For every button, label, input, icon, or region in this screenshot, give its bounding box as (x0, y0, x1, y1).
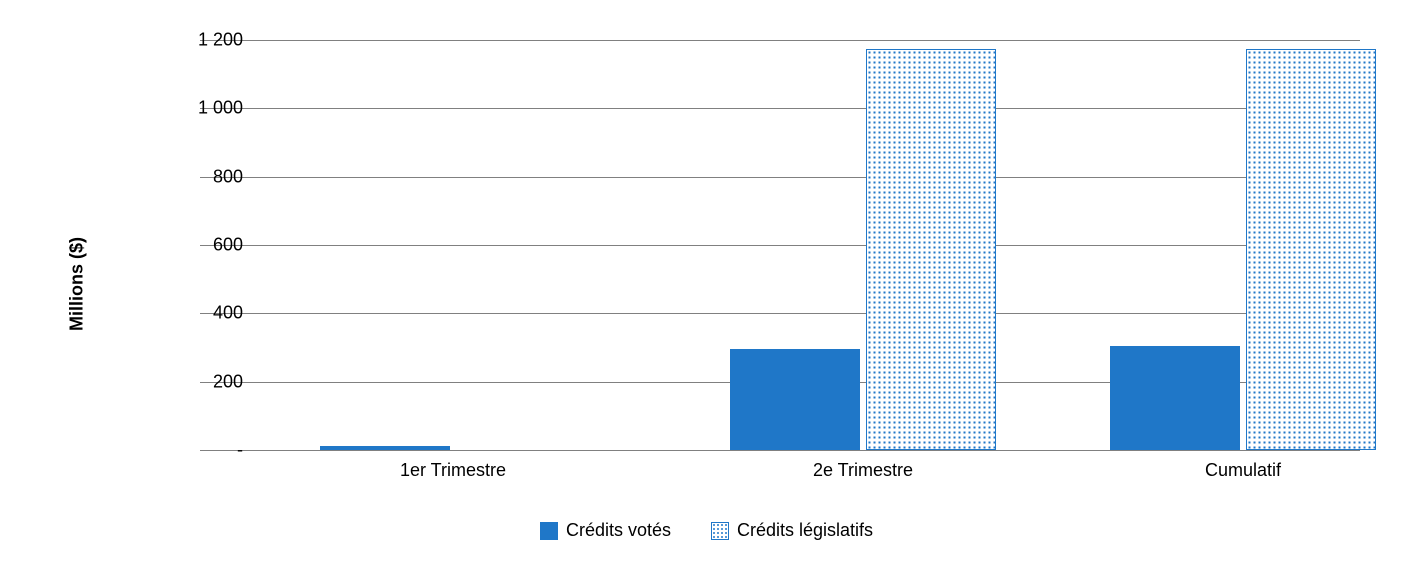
legend-item-series-1: Crédits votés (540, 520, 671, 541)
y-axis-label: Millions ($) (67, 237, 88, 331)
y-tick-label: 1 200 (163, 30, 243, 51)
y-tick-label: 400 (163, 303, 243, 324)
gridline (200, 245, 1360, 246)
bar (866, 49, 996, 450)
gridline (200, 177, 1360, 178)
y-tick-label: 200 (163, 371, 243, 392)
gridline (200, 313, 1360, 314)
bar (320, 446, 450, 450)
legend: Crédits votés Crédits législatifs (0, 520, 1413, 541)
legend-swatch-solid (540, 522, 558, 540)
y-tick-label: 600 (163, 235, 243, 256)
bar (1110, 346, 1240, 450)
legend-swatch-pattern (711, 522, 729, 540)
legend-item-series-2: Crédits législatifs (711, 520, 873, 541)
y-tick-label: 800 (163, 166, 243, 187)
x-tick-label: 2e Trimestre (813, 460, 913, 481)
x-tick-label: 1er Trimestre (400, 460, 506, 481)
y-tick-label: - (163, 440, 243, 461)
gridline (200, 40, 1360, 41)
x-axis-line (200, 450, 1360, 451)
y-tick-label: 1 000 (163, 98, 243, 119)
legend-label-series-1: Crédits votés (566, 520, 671, 541)
legend-label-series-2: Crédits législatifs (737, 520, 873, 541)
bar (730, 349, 860, 450)
bar (1246, 49, 1376, 450)
x-tick-label: Cumulatif (1205, 460, 1281, 481)
plot-area (200, 40, 1360, 450)
chart-container: Millions ($) Crédits votés Crédits légis… (0, 0, 1413, 568)
gridline (200, 108, 1360, 109)
